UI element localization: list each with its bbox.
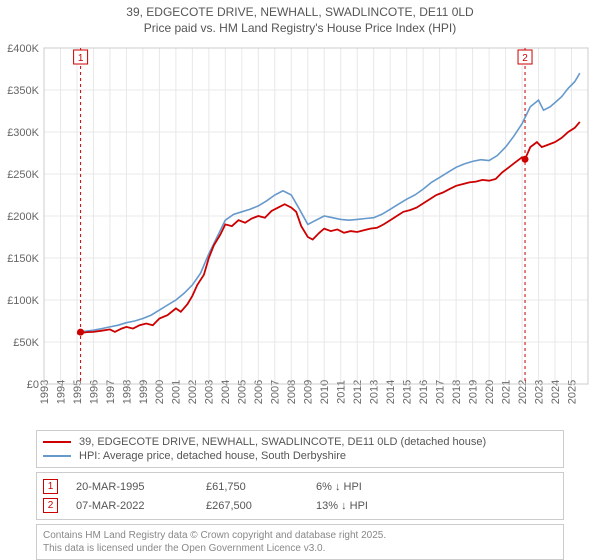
svg-text:2020: 2020 [484, 380, 496, 404]
title-line-1: 39, EDGECOTE DRIVE, NEWHALL, SWADLINCOTE… [0, 4, 600, 20]
event-delta-1: 13% ↓ HPI [316, 500, 436, 512]
event-row-1: 2 07-MAR-2022 £267,500 13% ↓ HPI [43, 496, 557, 515]
svg-text:£400K: £400K [7, 43, 39, 55]
copyright-box: Contains HM Land Registry data © Crown c… [36, 524, 564, 560]
svg-text:2007: 2007 [270, 380, 282, 404]
svg-text:2012: 2012 [352, 380, 364, 404]
events-box: 1 20-MAR-1995 £61,750 6% ↓ HPI 2 07-MAR-… [36, 472, 564, 520]
svg-text:2006: 2006 [253, 380, 265, 404]
copyright-line-1: Contains HM Land Registry data © Crown c… [43, 529, 557, 542]
svg-text:2008: 2008 [286, 380, 298, 404]
legend-row-0: 39, EDGECOTE DRIVE, NEWHALL, SWADLINCOTE… [43, 435, 557, 449]
legend-box: 39, EDGECOTE DRIVE, NEWHALL, SWADLINCOTE… [36, 430, 564, 468]
svg-text:1993: 1993 [39, 380, 51, 404]
svg-text:2000: 2000 [154, 380, 166, 404]
svg-text:1998: 1998 [121, 380, 133, 404]
svg-text:2009: 2009 [303, 380, 315, 404]
svg-text:£50K: £50K [13, 337, 39, 349]
event-date-1: 07-MAR-2022 [76, 500, 206, 512]
svg-text:2003: 2003 [204, 380, 216, 404]
svg-text:£200K: £200K [7, 211, 39, 223]
legend-swatch-blue [43, 455, 71, 457]
svg-text:1994: 1994 [55, 380, 67, 404]
svg-text:£100K: £100K [7, 295, 39, 307]
event-price-1: £267,500 [206, 500, 316, 512]
svg-text:1997: 1997 [105, 380, 117, 404]
svg-text:2: 2 [522, 53, 528, 64]
svg-text:2016: 2016 [418, 380, 430, 404]
svg-text:2018: 2018 [451, 380, 463, 404]
svg-text:2022: 2022 [517, 380, 529, 404]
svg-text:1995: 1995 [72, 380, 84, 404]
chart-container: 39, EDGECOTE DRIVE, NEWHALL, SWADLINCOTE… [0, 0, 600, 560]
svg-text:£0: £0 [27, 379, 39, 391]
title-line-2: Price paid vs. HM Land Registry's House … [0, 20, 600, 36]
event-marker-1: 1 [43, 479, 58, 494]
svg-text:2010: 2010 [319, 380, 331, 404]
legend-swatch-red [43, 441, 71, 443]
event-delta-0: 6% ↓ HPI [316, 481, 436, 493]
svg-text:2014: 2014 [385, 380, 397, 404]
legend-label-0: 39, EDGECOTE DRIVE, NEWHALL, SWADLINCOTE… [79, 436, 486, 448]
svg-text:1: 1 [78, 53, 84, 64]
svg-text:1999: 1999 [138, 380, 150, 404]
svg-text:£250K: £250K [7, 169, 39, 181]
svg-text:2023: 2023 [533, 380, 545, 404]
svg-text:2004: 2004 [220, 380, 232, 404]
svg-text:2001: 2001 [171, 380, 183, 404]
svg-text:£300K: £300K [7, 127, 39, 139]
svg-text:2013: 2013 [369, 380, 381, 404]
svg-text:2017: 2017 [434, 380, 446, 404]
legend-row-1: HPI: Average price, detached house, Sout… [43, 449, 557, 463]
svg-text:2021: 2021 [500, 380, 512, 404]
svg-text:2005: 2005 [237, 380, 249, 404]
event-price-0: £61,750 [206, 481, 316, 493]
svg-text:2015: 2015 [402, 380, 414, 404]
svg-text:1996: 1996 [88, 380, 100, 404]
svg-text:2025: 2025 [566, 380, 578, 404]
svg-text:2002: 2002 [187, 380, 199, 404]
title-block: 39, EDGECOTE DRIVE, NEWHALL, SWADLINCOTE… [0, 0, 600, 36]
copyright-line-2: This data is licensed under the Open Gov… [43, 542, 557, 555]
chart-svg: £0 £50K £100K £150K £200K £250K £300K £350K £400… [0, 42, 600, 422]
event-row-0: 1 20-MAR-1995 £61,750 6% ↓ HPI [43, 477, 557, 496]
event-marker-2: 2 [43, 498, 58, 513]
svg-text:£350K: £350K [7, 85, 39, 97]
svg-text:2019: 2019 [467, 380, 479, 404]
svg-text:£150K: £150K [7, 253, 39, 265]
chart-area: £0 £50K £100K £150K £200K £250K £300K £350K £400… [0, 42, 600, 422]
legend-label-1: HPI: Average price, detached house, Sout… [79, 450, 346, 462]
event-date-0: 20-MAR-1995 [76, 481, 206, 493]
svg-text:2024: 2024 [550, 380, 562, 404]
